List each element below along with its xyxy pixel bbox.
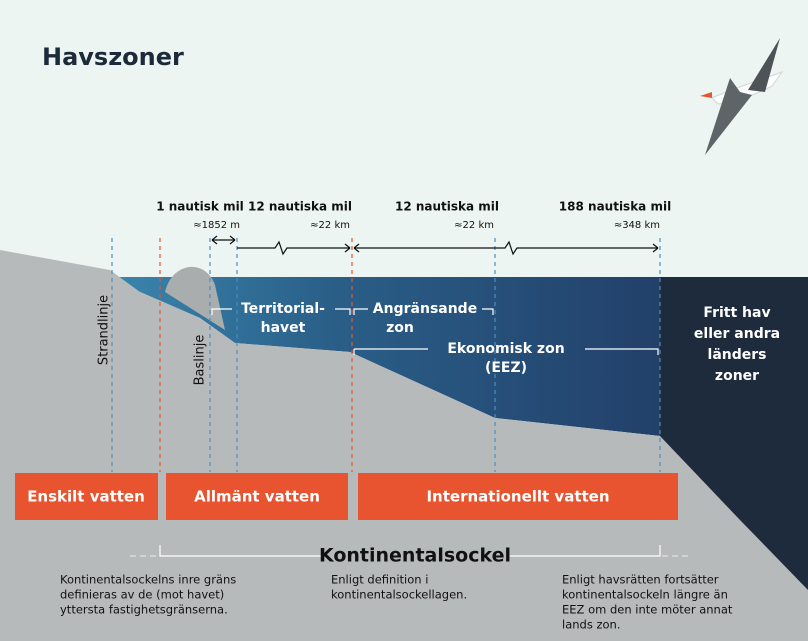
note-line: lands zon. <box>562 618 621 632</box>
ownership-label: Enskilt vatten <box>27 488 145 506</box>
zone-label: zoner <box>715 368 759 384</box>
note-line: definieras av de (mot havet) <box>60 588 224 602</box>
zone-label: (EEZ) <box>485 360 527 376</box>
shelf-title: Kontinentalsockel <box>319 545 511 567</box>
distance-label: 12 nautiska mil <box>395 200 499 214</box>
distance-sub: ≈1852 m <box>193 220 240 231</box>
distance-label: 12 nautiska mil <box>248 200 352 214</box>
note-line: Kontinentalsockelns inre gräns <box>60 573 236 587</box>
zone-label: Territorial- <box>241 301 325 317</box>
distance-sub: ≈348 km <box>614 220 660 231</box>
note-line: Enligt definition i <box>331 573 428 587</box>
vertical-label: Baslinje <box>193 335 208 386</box>
zone-label: länders <box>708 347 767 363</box>
distance-sub: ≈22 km <box>310 220 350 231</box>
vertical-label: Strandlinje <box>97 295 112 365</box>
note-line: Enligt havsrätten fortsätter <box>562 573 719 587</box>
zone-label: zon <box>386 320 414 336</box>
zone-label: Ekonomisk zon <box>447 341 564 357</box>
ownership-label: Internationellt vatten <box>426 488 609 506</box>
distance-label: 188 nautiska mil <box>559 200 671 214</box>
note-line: EEZ om den inte möter annat <box>562 603 733 617</box>
title: Havszoner <box>42 43 184 71</box>
note-line: kontinentalsockellagen. <box>331 588 467 602</box>
zone-label: Fritt hav <box>703 305 770 321</box>
distance-label: 1 nautisk mil <box>156 200 244 214</box>
ownership-label: Allmänt vatten <box>194 488 320 506</box>
note-line: yttersta fastighetsgränserna. <box>60 603 228 617</box>
distance-sub: ≈22 km <box>454 220 494 231</box>
zone-label: Angränsande <box>373 301 477 317</box>
note-line: kontinentalsockeln längre än <box>562 588 728 602</box>
zone-label: havet <box>261 320 306 336</box>
diagram: Havszoner 1 nautisk mil ≈1852 m 12 nauti… <box>0 0 808 641</box>
zone-label: eller andra <box>694 326 780 342</box>
